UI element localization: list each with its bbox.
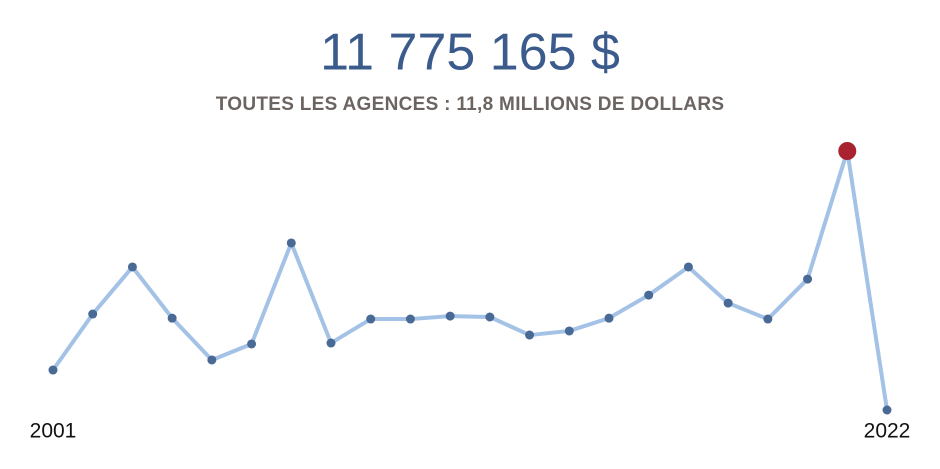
point	[247, 339, 257, 349]
point	[683, 262, 693, 272]
point	[525, 330, 535, 340]
x-tick-label: 2022	[864, 420, 911, 443]
point	[167, 313, 177, 323]
point	[723, 298, 733, 308]
chart-title: 11 775 165 $	[320, 24, 620, 82]
point	[48, 365, 58, 375]
highlight-point	[838, 142, 857, 160]
point	[803, 274, 813, 284]
point	[366, 314, 376, 324]
point	[405, 314, 415, 324]
point	[445, 311, 455, 321]
chart-subtitle: TOUTES LES AGENCES : 11,8 MILLIONS DE DO…	[216, 94, 725, 115]
point	[604, 313, 614, 323]
line	[51, 149, 889, 412]
point	[207, 355, 217, 365]
point	[882, 405, 892, 415]
point	[127, 262, 137, 272]
point	[326, 338, 336, 348]
point	[763, 314, 773, 324]
point	[88, 309, 98, 319]
point	[485, 312, 495, 322]
point	[564, 326, 574, 336]
point	[286, 238, 296, 248]
x-tick-label: 2001	[30, 420, 77, 443]
point	[644, 290, 654, 300]
